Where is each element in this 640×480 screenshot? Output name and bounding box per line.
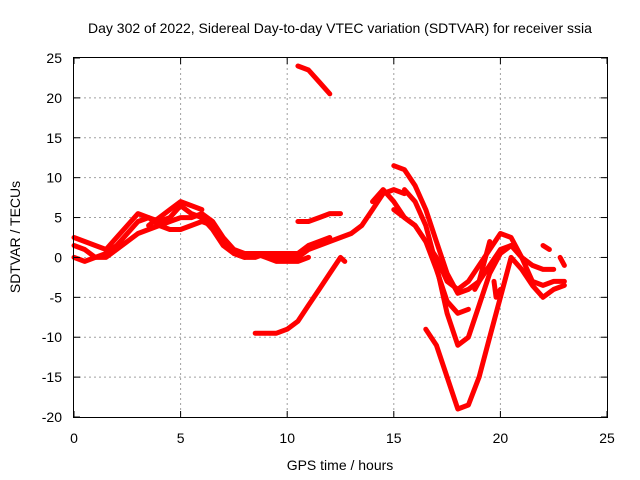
y-tick-label: -15 <box>42 369 62 385</box>
x-tick-label: 5 <box>177 430 185 446</box>
series-arc-13 <box>472 239 493 292</box>
x-axis-label: GPS time / hours <box>287 457 394 473</box>
y-axis-label: SDTVAR / TECUs <box>7 181 23 293</box>
plot-frame <box>73 57 608 418</box>
y-tick-label: 20 <box>46 90 62 106</box>
y-tick-label: -20 <box>42 409 62 425</box>
series-arc-16 <box>557 254 567 268</box>
y-tick-label: 15 <box>46 130 62 146</box>
series-arc-12 <box>423 254 567 412</box>
chart-title: Day 302 of 2022, Sidereal Day-to-day VTE… <box>88 20 592 36</box>
y-tick-label: 0 <box>54 249 62 265</box>
x-tick-label: 0 <box>70 430 78 446</box>
x-tick-label: 15 <box>386 430 402 446</box>
y-axis-ticks: -20 -15 -10 -5 0 5 10 15 20 25 <box>42 50 607 425</box>
y-tick-label: 25 <box>46 50 62 66</box>
series-arc-4 <box>146 199 205 228</box>
data-series <box>71 63 567 412</box>
y-tick-label: 5 <box>54 210 62 226</box>
series-arc-15 <box>540 243 552 252</box>
series-arc-11 <box>402 187 514 348</box>
series-arc-7 <box>252 254 348 336</box>
series-arc-3 <box>71 211 333 264</box>
series-arc-6 <box>295 63 333 97</box>
y-tick-label: 10 <box>46 170 62 186</box>
series-arc-14 <box>491 278 503 300</box>
series-arc-10 <box>391 207 471 316</box>
y-tick-label: -10 <box>42 329 62 345</box>
series-arc-5 <box>295 211 343 224</box>
x-tick-label: 25 <box>599 430 615 446</box>
x-tick-label: 20 <box>493 430 509 446</box>
y-tick-label: -5 <box>50 289 63 305</box>
series-arc-2 <box>71 203 311 264</box>
series-arc-8 <box>370 187 567 292</box>
x-tick-label: 10 <box>279 430 295 446</box>
series-arc-9 <box>391 163 557 296</box>
x-axis-ticks: 0 5 10 15 20 25 <box>70 58 615 446</box>
